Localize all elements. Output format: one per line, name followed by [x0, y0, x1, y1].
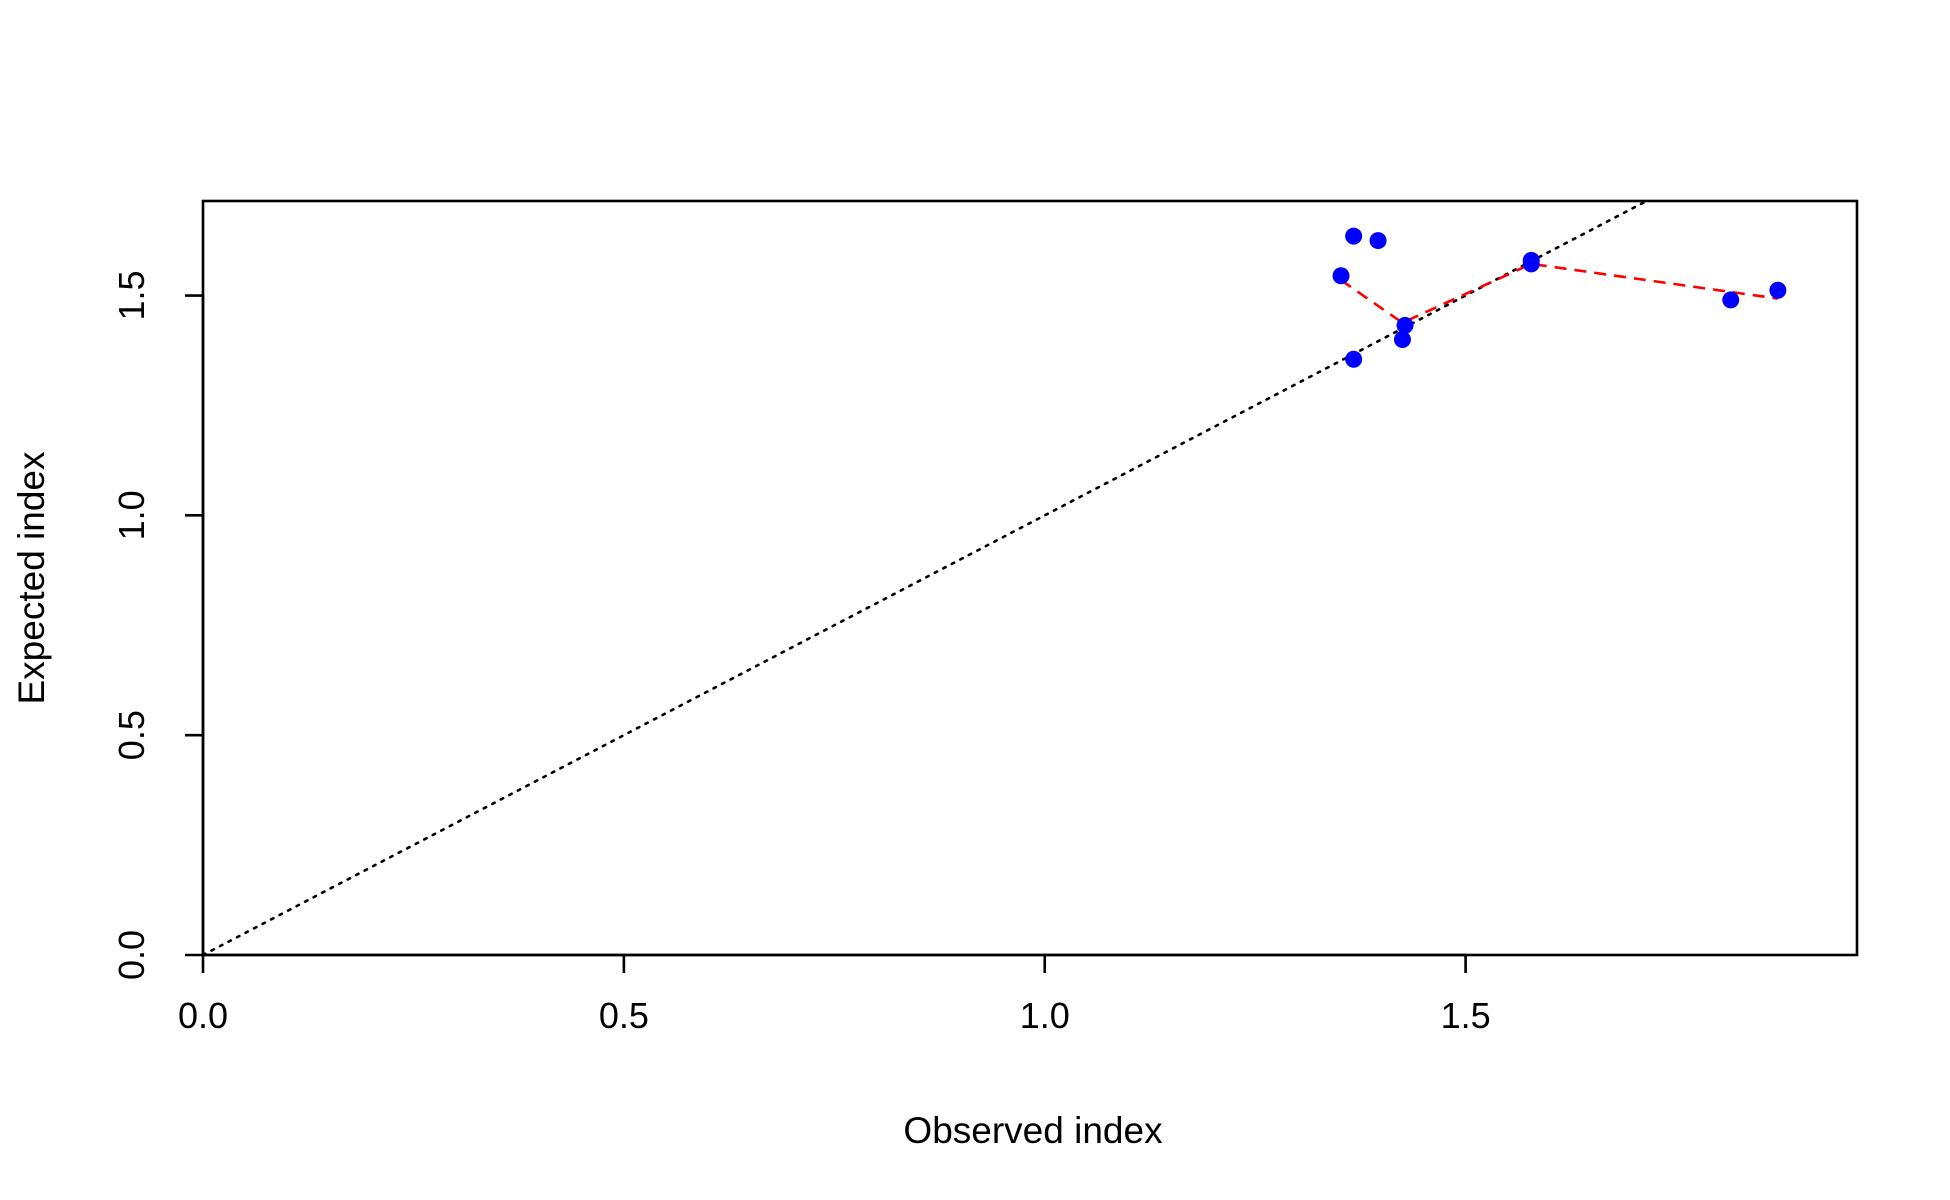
y-tick-label: 0.5 [111, 710, 152, 760]
x-tick-label: 1.5 [1441, 995, 1491, 1036]
data-point [1345, 227, 1363, 245]
x-tick-label: 0.5 [599, 995, 649, 1036]
y-tick-label: 1.0 [111, 490, 152, 540]
x-axis-title: Observed index [903, 1110, 1163, 1151]
x-tick-label: 0.0 [178, 995, 228, 1036]
data-point [1393, 330, 1411, 348]
data-point [1522, 255, 1540, 273]
data-point [1722, 291, 1740, 309]
fit-line [1340, 262, 1779, 325]
y-axis-title: Expected index [11, 451, 52, 705]
data-point [1345, 350, 1363, 368]
y-tick-label: 0.0 [111, 930, 152, 980]
y-tick-label: 1.5 [111, 271, 152, 321]
plot-frame [201, 199, 1859, 957]
data-point [1369, 232, 1387, 250]
reference-line [203, 201, 1650, 955]
x-tick-label: 1.0 [1020, 995, 1070, 1036]
data-point [1769, 281, 1787, 299]
data-point [1396, 316, 1414, 334]
data-point [1332, 267, 1350, 285]
